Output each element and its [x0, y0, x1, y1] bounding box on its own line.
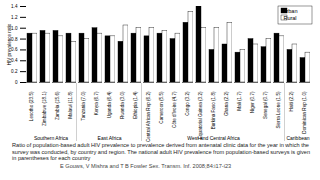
- svg-text:Dominican Rep (1.0): Dominican Rep (1.0): [302, 91, 307, 134]
- svg-text:1.2: 1.2: [11, 15, 18, 20]
- svg-text:Mali (1.7): Mali (1.7): [237, 91, 242, 111]
- svg-text:Tanzania (7.0): Tanzania (7.0): [81, 91, 86, 121]
- svg-text:Urban: Urban: [283, 8, 298, 14]
- svg-text:Haiti (2.2): Haiti (2.2): [289, 91, 294, 111]
- svg-text:Sierra Leone (1.5): Sierra Leone (1.5): [276, 91, 281, 128]
- svg-text:1.0: 1.0: [11, 26, 18, 31]
- svg-text:Rural: Rural: [283, 15, 296, 21]
- svg-text:Lesotho (23.5): Lesotho (23.5): [29, 91, 34, 121]
- svg-text:0.4: 0.4: [11, 58, 18, 63]
- svg-text:Ethiopia (1.4): Ethiopia (1.4): [133, 91, 138, 119]
- svg-text:Kenya (6.7): Kenya (6.7): [94, 91, 99, 115]
- svg-text:1.4: 1.4: [11, 4, 18, 9]
- svg-text:East Africa: East Africa: [98, 135, 122, 141]
- svg-text:Côte d'Ivoire (4.7): Côte d'Ivoire (4.7): [172, 91, 177, 128]
- svg-text:Niger (0.7): Niger (0.7): [250, 91, 255, 113]
- svg-text:Ghana (2.2): Ghana (2.2): [224, 91, 229, 116]
- svg-text:0.8: 0.8: [11, 37, 18, 42]
- svg-text:Burkina Faso (1.8): Burkina Faso (1.8): [211, 91, 216, 129]
- svg-text:HIV prevalence ratio: HIV prevalence ratio: [7, 23, 12, 65]
- svg-text:Malawi (11.8): Malawi (11.8): [68, 91, 73, 119]
- svg-text:Zimbabwe (18.1): Zimbabwe (18.1): [42, 91, 47, 126]
- svg-text:West and Central Africa: West and Central Africa: [187, 135, 240, 141]
- html-text:Ratio of population-based adul: Ratio of population-based adult HIV prev…: [12, 142, 311, 162]
- svg-text:0.2: 0.2: [11, 69, 18, 74]
- svg-text:Rwanda (3.0): Rwanda (3.0): [120, 91, 125, 119]
- svg-text:Caribbean: Caribbean: [286, 135, 309, 141]
- svg-text:Uganda (6.4): Uganda (6.4): [107, 91, 112, 118]
- svg-text:Southern Africa: Southern Africa: [34, 135, 68, 141]
- html-text:E Gouws, V Mishra and T B Fowl: E Gouws, V Mishra and T B Fowler Sex. Tr…: [60, 162, 232, 169]
- svg-text:Cameroon (5.5): Cameroon (5.5): [159, 91, 164, 124]
- svg-text:0: 0: [15, 80, 18, 85]
- svg-text:Senegal (0.7): Senegal (0.7): [263, 91, 268, 119]
- svg-text:0.6: 0.6: [11, 47, 18, 52]
- svg-text:Congo (3.2): Congo (3.2): [185, 91, 190, 116]
- svg-text:Central African Rep (6.2): Central African Rep (6.2): [146, 91, 151, 142]
- svg-text:Equatorial Guinea (3.2): Equatorial Guinea (3.2): [198, 91, 203, 139]
- svg-text:Zambia (15.6): Zambia (15.6): [55, 91, 60, 120]
